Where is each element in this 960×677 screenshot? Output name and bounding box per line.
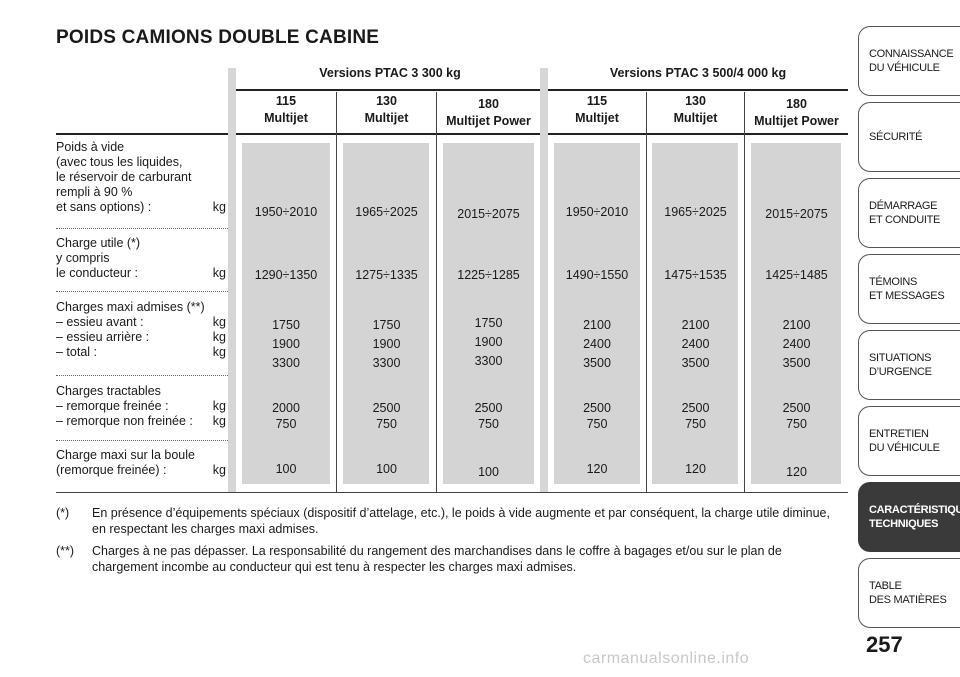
value-cell: 1290÷1350 [254,268,318,282]
value-cell: 120 [786,465,807,479]
tab-demarrage-et-conduite[interactable]: DÉMARRAGE ET CONDUITE [858,178,960,248]
value-cell-stack: 2500 750 [474,401,503,431]
column-header: 115 Multijet [264,94,308,125]
value-cell: 1275÷1335 [355,268,418,282]
table-bottom-line [56,492,848,493]
value-cell: 120 [586,462,608,476]
value-cell: 1225÷1285 [457,268,520,282]
column-header: 180 Multijet Power [754,97,839,128]
value-cell: 2015÷2075 [457,207,520,221]
group-header-3300: Versions PTAC 3 300 kg [319,66,461,80]
page-title: POIDS CAMIONS DOUBLE CABINE [56,27,380,48]
row-label-charge-boule: Charge maxi sur la boule (remorque frein… [56,448,226,477]
value-cell: 1950÷2010 [254,205,318,219]
footnote-1: (*) En présence d’équipements spéciaux (… [56,506,830,536]
column-header: 130 Multijet [673,94,718,125]
row-separator [56,228,228,229]
tab-table-des-matieres[interactable]: TABLE DES MATIÈRES [858,558,960,628]
row-separator [56,440,228,441]
value-cell-stack: 2100 2400 3500 [681,318,710,370]
row-label-poids-a-vide: Poids à vide (avec tous les liquides, le… [56,140,226,214]
tab-situations-durgence[interactable]: SITUATIONS D’URGENCE [858,330,960,400]
unit-label: kg [212,200,226,214]
table-top-line [56,133,848,135]
unit-label: kg [212,315,226,329]
value-cell: 1475÷1535 [664,268,727,282]
value-cell-stack: 2500 750 [782,401,811,431]
value-cell: 100 [376,462,397,476]
unit-label: kg [212,463,226,477]
row-label-charges-maxi: Charges maxi admises (**) – essieu avant… [56,300,226,359]
unit-label: kg [212,266,226,280]
value-cell: 100 [275,462,297,476]
value-cell: 100 [478,465,499,479]
column-header: 115 Multijet [575,94,619,125]
watermark: carmanualsonline.info [583,650,750,667]
group-header-3500-4000: Versions PTAC 3 500/4 000 kg [609,66,787,80]
cell-shading [343,143,429,484]
column-header: 180 Multijet Power [446,97,531,128]
unit-label: kg [212,414,226,428]
row-label-charge-utile: Charge utile (*) y compris le conducteur… [56,236,226,280]
group-separator-left [228,68,236,492]
value-cell-stack: 2000 750 [272,401,300,431]
cell-shading [242,143,330,484]
unit-label: kg [212,345,226,359]
value-cell: 2015÷2075 [765,207,828,221]
cell-shading [554,143,640,484]
row-label-charges-tractables: Charges tractables – remorque freinée :k… [56,384,226,428]
unit-label: kg [212,330,226,344]
value-cell-stack: 2100 2400 3500 [782,318,811,370]
value-cell-stack: 2100 2400 3500 [583,318,611,370]
value-cell: 120 [685,462,706,476]
value-cell: 1965÷2025 [355,205,418,219]
column-divider [336,92,337,492]
tab-entretien-du-vehicule[interactable]: ENTRETIEN DU VÉHICULE [858,406,960,476]
unit-label: kg [212,399,226,413]
tab-caracteristiques-techniques[interactable]: CARACTÉRISTIQUESTECHNIQUES [858,482,960,552]
value-cell: 1490÷1550 [565,268,629,282]
cell-shading [652,143,738,484]
column-divider [436,92,437,492]
value-cell-stack: 2500 750 [583,401,611,431]
value-cell-stack: 2500 750 [372,401,401,431]
column-header: 130 Multijet [364,94,409,125]
row-separator [56,375,228,376]
tab-temoins-et-messages[interactable]: TÉMOINS ET MESSAGES [858,254,960,324]
footnote-2: (**) Charges à ne pas dépasser. La respo… [56,544,782,574]
value-cell: 1965÷2025 [664,205,727,219]
value-cell: 1425÷1485 [765,268,828,282]
value-cell-stack: 1750 1900 3300 [474,316,503,368]
value-cell: 1950÷2010 [565,205,629,219]
value-cell-stack: 2500 750 [681,401,710,431]
cell-shading [443,143,534,484]
row-separator [56,291,228,292]
tab-securite[interactable]: SÉCURITÉ [858,102,960,172]
group-separator-middle [540,68,548,492]
value-cell-stack: 1750 1900 3300 [272,318,300,370]
column-divider [744,92,745,492]
column-divider [646,92,647,492]
tab-connaissance-du-vehicule[interactable]: CONNAISSANCE DU VÉHICULE [858,26,960,96]
value-cell-stack: 1750 1900 3300 [372,318,401,370]
cell-shading [751,143,841,484]
page-number: 257 [866,632,903,657]
